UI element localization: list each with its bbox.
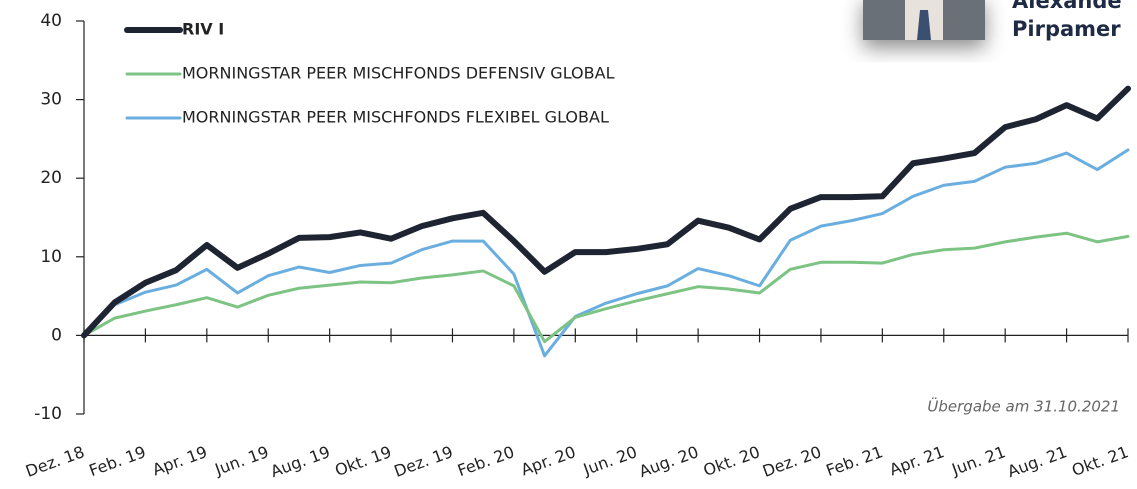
x-tick-label: Okt. 21 xyxy=(1069,442,1131,480)
portrait-tie xyxy=(917,10,931,40)
annotation: Übergabe am 31.10.2021 xyxy=(927,397,1120,416)
series-line xyxy=(82,231,1130,344)
legend-label: MORNINGSTAR PEER MISCHFONDS FLEXIBEL GLO… xyxy=(182,108,609,127)
person-name: Pirpamer xyxy=(1012,17,1121,41)
y-tick-label: 10 xyxy=(40,247,62,267)
y-tick-label: 20 xyxy=(40,168,62,188)
y-tick-label: 40 xyxy=(40,11,62,31)
series-line xyxy=(81,85,1131,339)
series-line xyxy=(82,148,1130,358)
x-tick-label: Jun. 21 xyxy=(948,442,1008,479)
y-tick-label: -10 xyxy=(34,404,62,424)
legend-label: MORNINGSTAR PEER MISCHFONDS DEFENSIV GLO… xyxy=(182,64,615,83)
x-tick-label: Apr. 19 xyxy=(150,442,210,479)
x-tick-label: Aug. 21 xyxy=(1005,442,1070,481)
person-name: Alexande xyxy=(1012,0,1122,13)
x-tick-label: Feb. 21 xyxy=(823,442,885,480)
x-tick-label: Aug. 19 xyxy=(268,442,333,481)
x-tick-label: Okt. 19 xyxy=(332,442,394,480)
x-tick-label: Apr. 21 xyxy=(887,442,947,479)
y-tick-label: 30 xyxy=(40,90,62,110)
x-tick-label: Okt. 20 xyxy=(701,442,763,480)
x-tick-label: Feb. 19 xyxy=(87,442,149,480)
x-tick-label: Feb. 20 xyxy=(455,442,517,480)
x-tick-label: Jun. 20 xyxy=(580,442,640,479)
x-tick-label: Dez. 20 xyxy=(760,442,824,481)
x-tick-label: Dez. 18 xyxy=(23,442,87,481)
legend-label: RIV I xyxy=(182,20,224,39)
x-tick-label: Aug. 20 xyxy=(636,442,701,481)
y-tick-label: 0 xyxy=(51,325,62,345)
x-tick-label: Jun. 19 xyxy=(212,442,272,479)
x-tick-label: Apr. 20 xyxy=(518,442,578,479)
x-tick-label: Dez. 19 xyxy=(391,442,455,481)
